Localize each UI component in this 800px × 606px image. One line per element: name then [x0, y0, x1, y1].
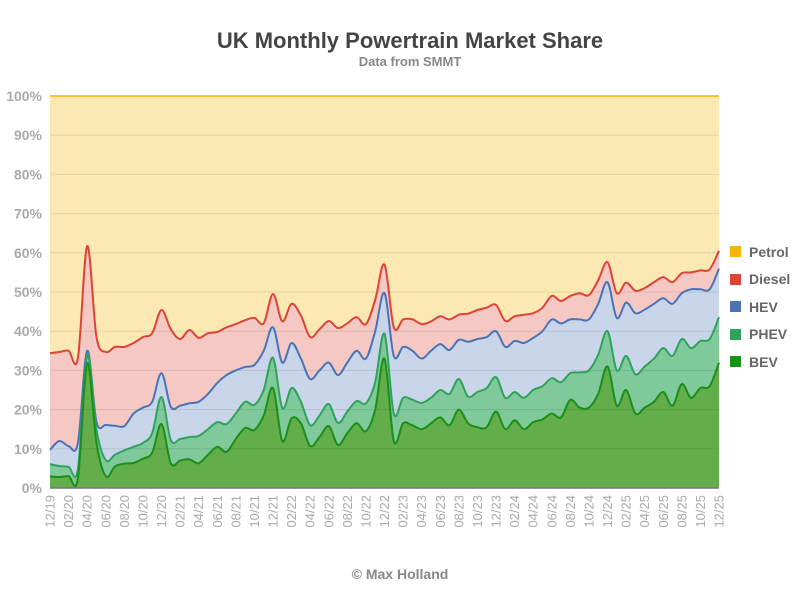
x-tick-label: 06/24 [544, 495, 559, 528]
chart-subtitle: Data from SMMT [358, 54, 462, 69]
x-tick-label: 02/24 [507, 495, 522, 528]
x-axis: 12/19 02/20 04/20 06/20 08/20 10/20 12/20 02/21… [43, 495, 727, 528]
x-tick-label: 04/20 [80, 495, 95, 528]
x-tick-label: 06/25 [656, 495, 671, 528]
x-tick-label: 04/25 [637, 495, 652, 528]
legend-swatch [730, 301, 741, 313]
x-tick-label: 06/20 [98, 495, 113, 528]
x-tick-label: 06/23 [433, 495, 448, 528]
chart-title: UK Monthly Powertrain Market Share [216, 28, 604, 53]
x-tick-label: 08/20 [117, 495, 132, 528]
credit: © Max Holland [351, 566, 449, 582]
legend-item-phev: PHEV [730, 321, 790, 349]
x-tick-label: 02/20 [61, 495, 76, 528]
y-tick-label: 50% [14, 284, 43, 300]
y-tick-label: 70% [14, 206, 43, 222]
x-tick-label: 12/21 [266, 495, 281, 528]
y-tick-label: 40% [14, 323, 43, 339]
x-tick-label: 10/23 [470, 495, 485, 528]
x-tick-label: 10/20 [135, 495, 150, 528]
x-tick-label: 06/22 [321, 495, 336, 528]
x-tick-label: 10/24 [581, 495, 596, 528]
x-tick-label: 12/22 [377, 495, 392, 528]
y-tick-label: 100% [6, 88, 42, 104]
x-tick-label: 10/21 [247, 495, 262, 528]
x-tick-label: 02/22 [284, 495, 299, 528]
x-tick-label: 10/22 [358, 495, 373, 528]
series-lines [49, 245, 720, 487]
y-tick-label: 80% [14, 166, 43, 182]
y-tick-label: 10% [14, 441, 43, 457]
legend-item-bev: BEV [730, 348, 790, 376]
x-tick-label: 12/24 [600, 495, 615, 528]
legend: Petrol Diesel HEV PHEV BEV [730, 238, 790, 376]
y-axis: 0% 10% 20% 30% 40% 50% 60% 70% 80% 90% 100% [6, 88, 42, 496]
y-tick-label: 20% [14, 402, 43, 418]
line-diesel [49, 245, 720, 366]
legend-item-diesel: Diesel [730, 266, 790, 294]
legend-label: Diesel [749, 271, 791, 288]
line-phev [49, 316, 720, 478]
x-tick-label: 08/24 [563, 495, 578, 528]
area-bev [50, 358, 719, 488]
area-layer [50, 96, 719, 488]
y-tick-label: 30% [14, 362, 43, 378]
legend-swatch [730, 328, 741, 340]
legend-swatch [730, 273, 741, 285]
x-tick-label: 12/23 [489, 495, 504, 528]
x-tick-label: 04/22 [303, 495, 318, 528]
x-tick-label: 02/25 [619, 495, 634, 528]
x-tick-label: 02/21 [173, 495, 188, 528]
x-tick-label: 08/25 [674, 495, 689, 528]
x-tick-label: 04/21 [191, 495, 206, 528]
x-tick-label: 06/21 [210, 495, 225, 528]
y-tick-label: 0% [22, 480, 43, 496]
y-tick-label: 60% [14, 245, 43, 261]
legend-swatch [730, 356, 741, 368]
x-tick-label: 12/19 [43, 495, 58, 528]
legend-item-hev: HEV [730, 293, 790, 321]
x-tick-label: 04/23 [414, 495, 429, 528]
legend-swatch [730, 246, 741, 258]
x-tick-label: 08/22 [340, 495, 355, 528]
legend-label: Petrol [749, 243, 789, 260]
x-tick-label: 02/23 [396, 495, 411, 528]
x-tick-label: 10/25 [693, 495, 708, 528]
legend-label: PHEV [749, 326, 788, 343]
legend-label: BEV [749, 353, 778, 370]
y-tick-label: 90% [14, 127, 43, 143]
x-tick-label: 08/21 [228, 495, 243, 528]
legend-item-petrol: Petrol [730, 238, 790, 266]
x-tick-label: 08/23 [451, 495, 466, 528]
x-tick-label: 04/24 [526, 495, 541, 528]
line-hev [49, 268, 720, 452]
legend-label: HEV [749, 298, 778, 315]
x-tick-label: 12/25 [712, 495, 727, 528]
line-bev [49, 357, 720, 487]
x-tick-label: 12/20 [154, 495, 169, 528]
gridlines [50, 95, 719, 489]
